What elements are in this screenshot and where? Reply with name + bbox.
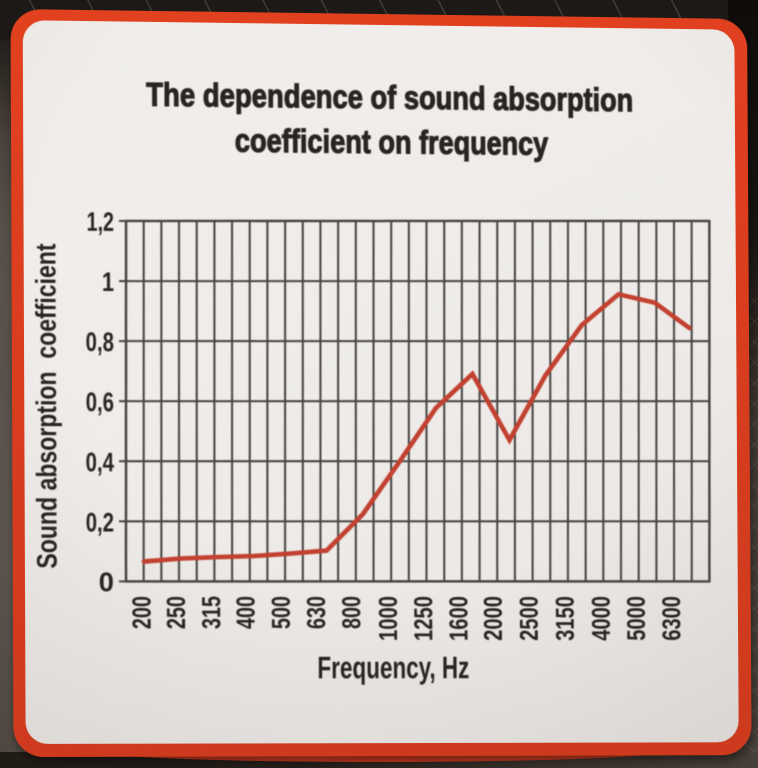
svg-text:5000: 5000 <box>621 596 651 641</box>
svg-text:Sound absorption coefficient: Sound absorption coefficient <box>29 243 63 569</box>
svg-text:3150: 3150 <box>550 596 580 641</box>
svg-text:0: 0 <box>99 566 114 597</box>
svg-text:315: 315 <box>196 596 226 629</box>
svg-text:1250: 1250 <box>408 596 438 641</box>
svg-text:Frequency, Hz: Frequency, Hz <box>317 649 469 685</box>
svg-text:250: 250 <box>161 596 191 629</box>
svg-text:500: 500 <box>266 596 296 629</box>
svg-text:630: 630 <box>301 596 331 629</box>
svg-text:2500: 2500 <box>514 596 544 641</box>
svg-text:800: 800 <box>336 596 366 629</box>
svg-text:0,2: 0,2 <box>86 506 114 537</box>
svg-text:1600: 1600 <box>444 596 474 641</box>
svg-text:400: 400 <box>231 596 261 629</box>
svg-text:6300: 6300 <box>656 596 686 641</box>
svg-text:200: 200 <box>126 596 156 629</box>
svg-text:The dependence of sound absorp: The dependence of sound absorption <box>146 76 633 119</box>
svg-text:0,6: 0,6 <box>86 386 114 417</box>
svg-text:1: 1 <box>102 266 114 297</box>
svg-text:0,4: 0,4 <box>86 446 114 477</box>
svg-text:1000: 1000 <box>373 596 403 641</box>
svg-text:coefficient on frequency: coefficient on frequency <box>235 122 549 163</box>
svg-text:0,8: 0,8 <box>86 326 114 357</box>
svg-text:2000: 2000 <box>478 596 508 641</box>
svg-text:1,2: 1,2 <box>87 206 114 237</box>
svg-text:4000: 4000 <box>586 596 616 641</box>
